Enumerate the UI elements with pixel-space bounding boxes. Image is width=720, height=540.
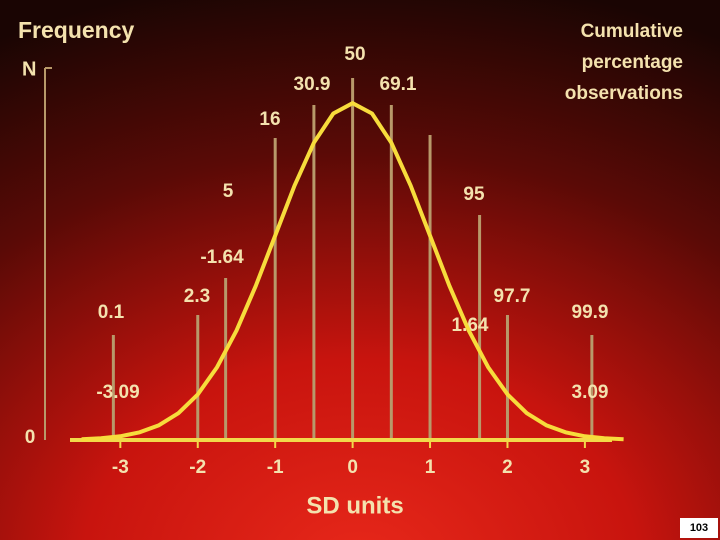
normal-curve: [81, 101, 624, 442]
cumulative-percent-label: 0.1: [98, 302, 125, 323]
cumulative-percent-label: 97.7: [494, 286, 531, 307]
cumulative-percent-label: 50: [344, 44, 365, 65]
sd-cutoff-label: 3.09: [572, 382, 609, 403]
x-tick-label: 1: [425, 457, 436, 478]
x-axis-label: SD units: [306, 492, 403, 519]
x-tick-label: -1: [267, 457, 284, 478]
x-tick-label: 0: [347, 457, 358, 478]
cumulative-percent-label: 30.9: [294, 74, 331, 95]
x-tick-label: -2: [189, 457, 206, 478]
x-tick-label: 2: [502, 457, 513, 478]
cumulative-percent-label: 5: [223, 181, 234, 202]
cumulative-percent-label: 95: [463, 184, 485, 205]
sd-cutoff-label: 1.64: [452, 315, 489, 336]
y-axis-label: Frequency: [18, 17, 135, 43]
x-tick-label: 3: [580, 457, 591, 478]
right-label: observations: [565, 83, 683, 104]
sd-cutoff-label: -3.09: [96, 382, 139, 403]
cumulative-percent-label: 69.1: [380, 74, 417, 95]
y-axis-top-label: N: [22, 58, 36, 80]
y-tick-label: 0: [25, 427, 36, 448]
right-label: Cumulative: [581, 21, 683, 42]
sd-cutoff-label: -1.64: [200, 247, 244, 268]
right-label: percentage: [582, 52, 683, 73]
cumulative-percent-label: 99.9: [572, 302, 609, 323]
page-number-box: [680, 518, 718, 538]
cumulative-percent-label: 2.3: [184, 286, 210, 307]
page-number: 103: [690, 522, 708, 534]
x-tick-label: -3: [112, 457, 129, 478]
cumulative-percent-label: 16: [259, 109, 280, 130]
